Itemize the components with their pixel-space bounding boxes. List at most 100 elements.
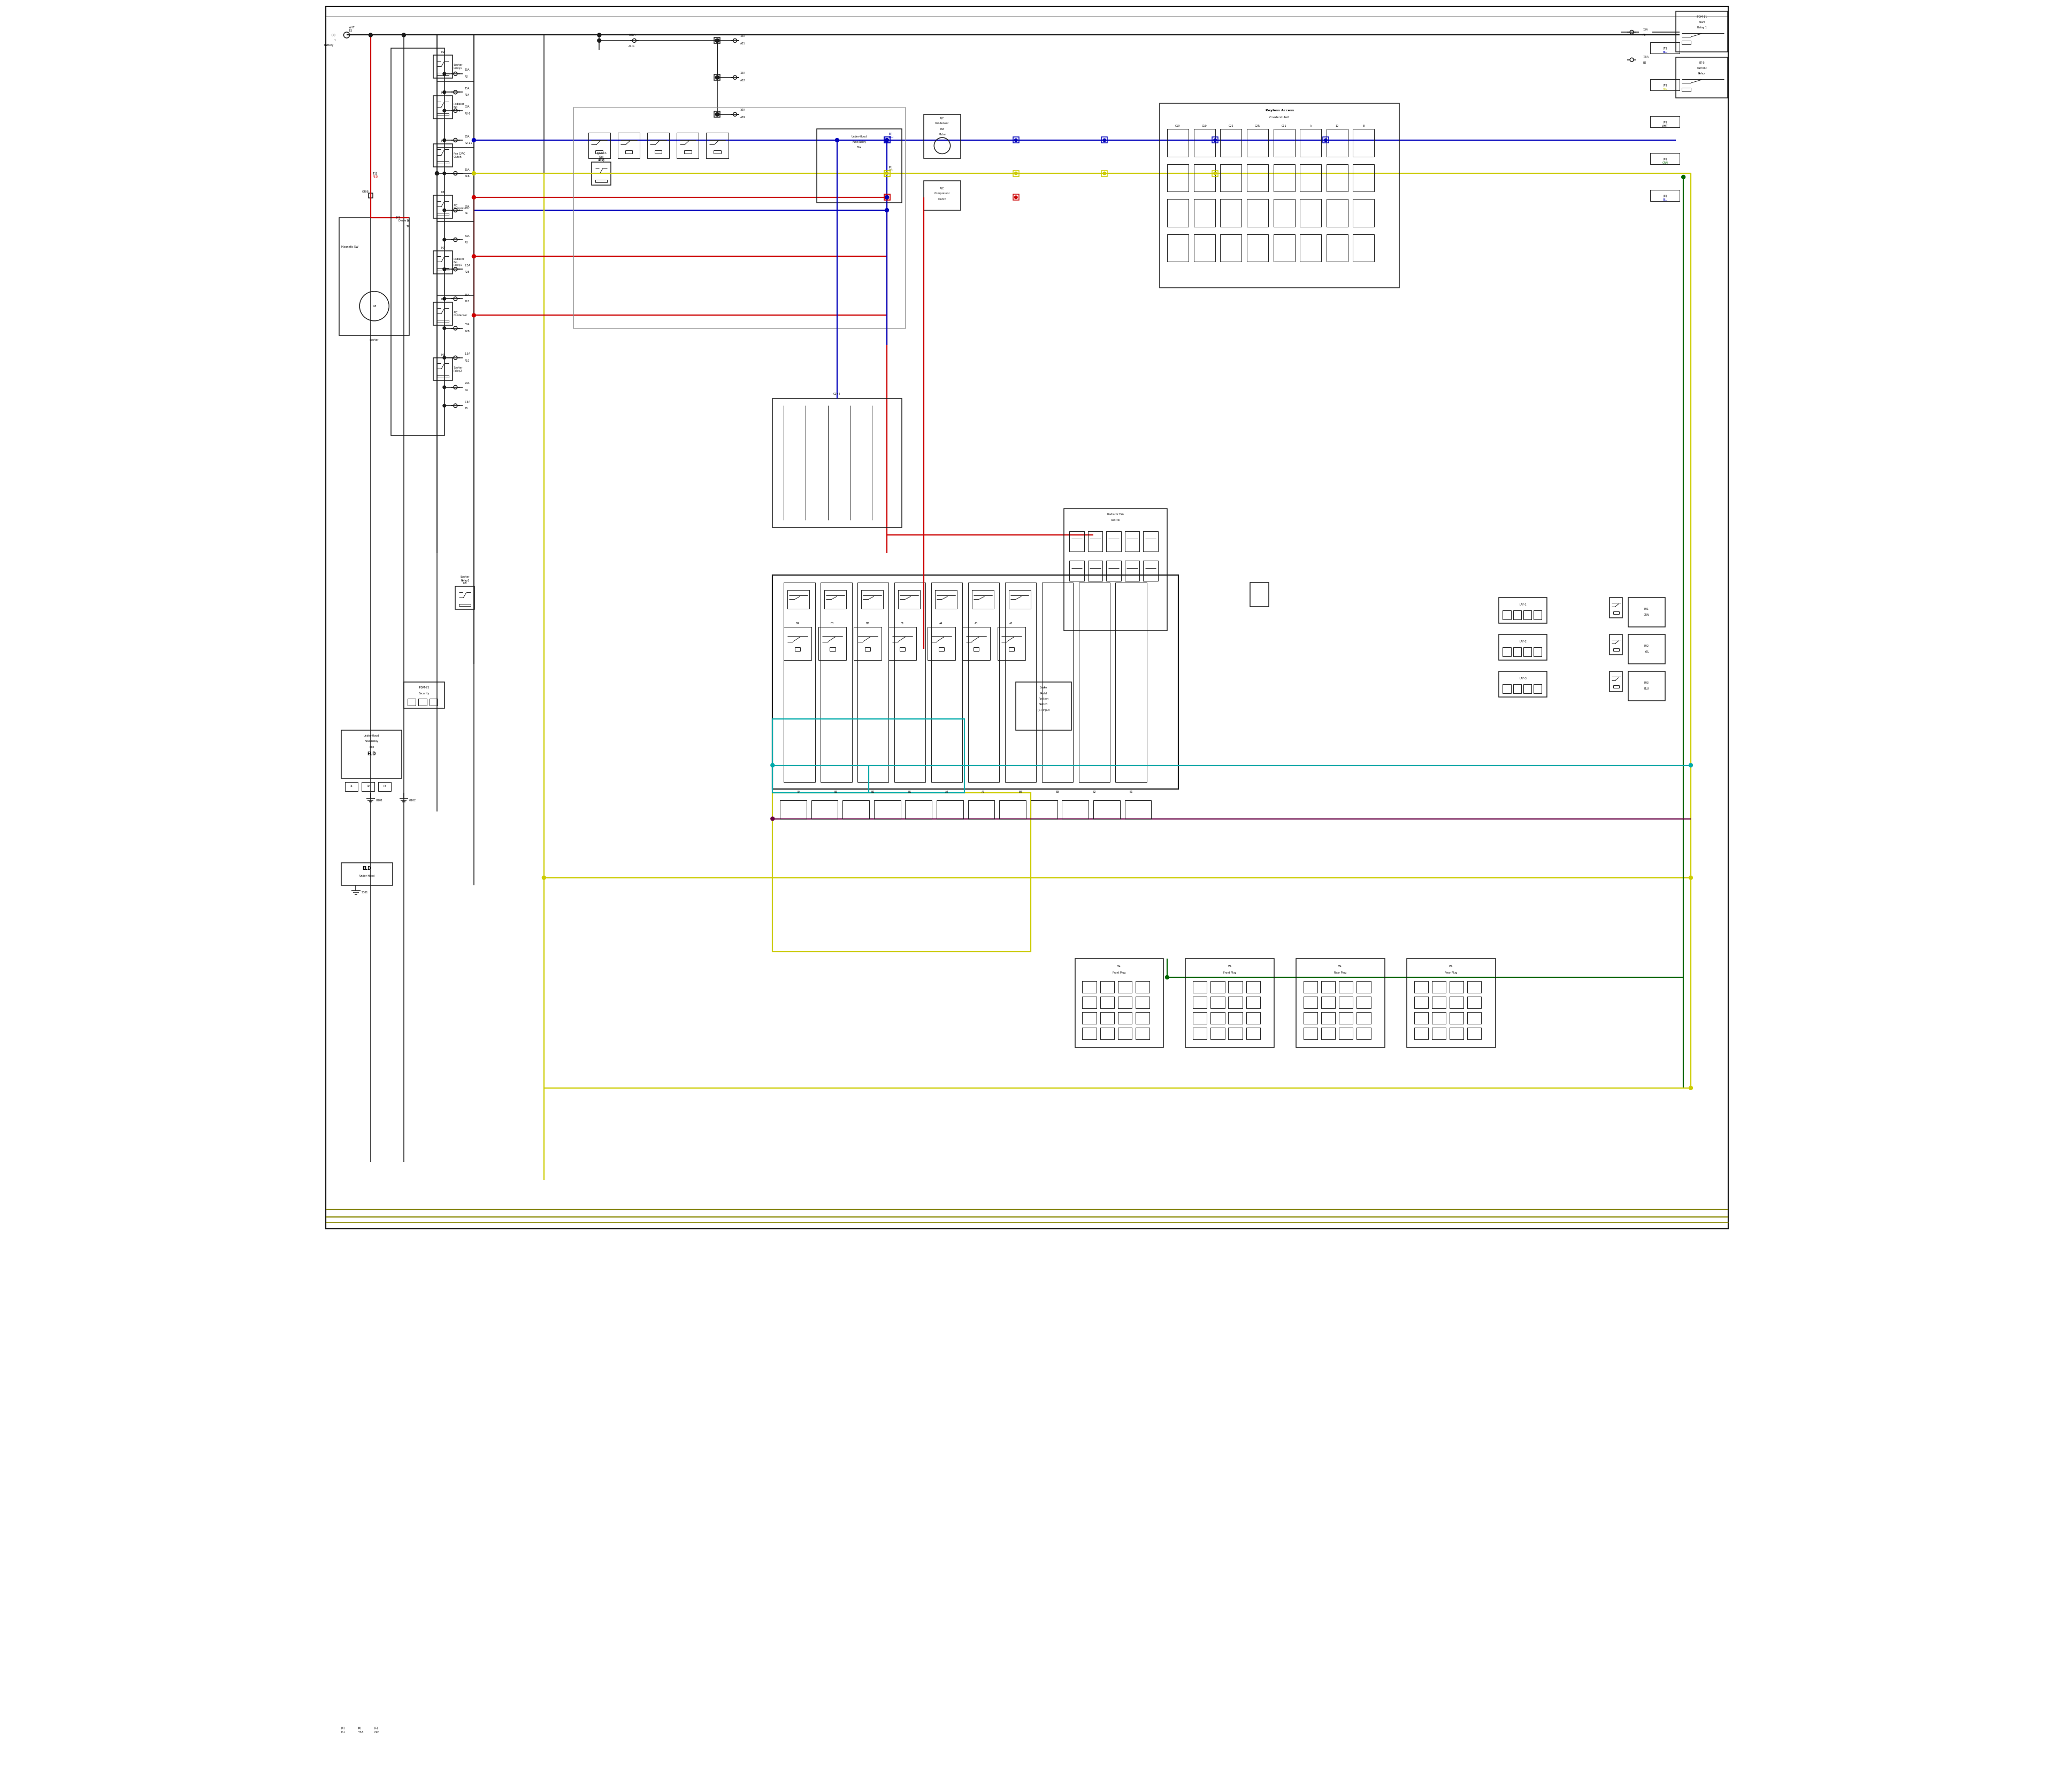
Bar xyxy=(1004,582,1035,781)
Bar xyxy=(1415,1012,1428,1023)
Bar xyxy=(967,582,1000,781)
Circle shape xyxy=(444,267,446,271)
Text: P3: P3 xyxy=(382,785,386,788)
Text: Magnetic SW: Magnetic SW xyxy=(341,246,357,249)
Text: F02: F02 xyxy=(1643,645,1649,647)
Bar xyxy=(1273,199,1294,228)
Text: (+): (+) xyxy=(331,34,335,36)
Bar xyxy=(1074,959,1163,1047)
Circle shape xyxy=(542,876,546,880)
Bar xyxy=(1247,1027,1259,1039)
Text: Condenser: Condenser xyxy=(935,122,949,125)
Bar xyxy=(378,781,390,790)
Circle shape xyxy=(715,113,719,116)
Text: A1: A1 xyxy=(464,211,468,215)
Text: Starter: Starter xyxy=(370,339,378,340)
Text: S001: S001 xyxy=(362,891,368,894)
Text: C1H-I: C1H-I xyxy=(834,392,840,396)
Text: [C]: [C] xyxy=(374,1726,378,1729)
Text: RED: RED xyxy=(372,176,378,179)
Bar xyxy=(1126,530,1140,552)
Circle shape xyxy=(885,208,889,211)
Text: [E]: [E] xyxy=(889,133,891,134)
Bar xyxy=(1327,129,1347,156)
Bar xyxy=(1126,801,1152,819)
Bar xyxy=(1629,672,1666,701)
Circle shape xyxy=(1688,763,1692,767)
Bar xyxy=(1228,980,1243,993)
Text: [B]: [B] xyxy=(357,1726,362,1729)
Bar xyxy=(1649,116,1680,127)
Text: C2R: C2R xyxy=(1255,125,1259,127)
Text: H-L: H-L xyxy=(341,1731,345,1735)
Bar xyxy=(390,48,444,435)
Bar xyxy=(1009,590,1031,609)
Bar xyxy=(1220,235,1241,262)
Bar xyxy=(1101,1012,1113,1023)
Bar xyxy=(573,108,906,328)
Bar xyxy=(433,97,452,118)
Bar xyxy=(715,111,721,116)
Text: A11: A11 xyxy=(464,360,470,362)
Bar xyxy=(1062,801,1089,819)
Bar xyxy=(1450,996,1465,1009)
Bar xyxy=(1524,611,1532,620)
Text: Clutch: Clutch xyxy=(939,197,947,201)
Bar xyxy=(405,683,444,708)
Text: M44: M44 xyxy=(598,158,604,161)
Text: A4: A4 xyxy=(945,790,949,794)
Bar xyxy=(935,590,957,609)
Circle shape xyxy=(885,195,887,199)
Text: [E]: [E] xyxy=(1664,47,1666,48)
Bar xyxy=(937,801,963,819)
Bar xyxy=(676,133,698,158)
Bar xyxy=(1649,79,1680,90)
Text: 12: 12 xyxy=(1335,125,1339,127)
Bar xyxy=(1327,165,1347,192)
Bar xyxy=(1220,165,1241,192)
Circle shape xyxy=(1165,975,1169,978)
Bar xyxy=(1504,611,1512,620)
Bar xyxy=(1144,561,1158,581)
Text: LAF-1: LAF-1 xyxy=(1520,604,1526,606)
Bar xyxy=(1534,685,1543,694)
Bar xyxy=(1649,43,1680,54)
Circle shape xyxy=(472,138,477,142)
Bar xyxy=(1514,685,1522,694)
Bar xyxy=(368,194,374,197)
Bar xyxy=(1676,11,1727,52)
Circle shape xyxy=(444,91,446,93)
Bar xyxy=(1534,611,1543,620)
Circle shape xyxy=(1214,138,1216,142)
Text: 20A: 20A xyxy=(464,382,470,385)
Text: A16: A16 xyxy=(464,176,470,177)
Text: G102: G102 xyxy=(409,799,417,801)
Bar xyxy=(1210,1027,1224,1039)
Circle shape xyxy=(403,34,405,38)
Text: A17: A17 xyxy=(464,301,470,303)
Text: B2: B2 xyxy=(871,790,875,794)
Bar xyxy=(1467,1027,1481,1039)
Text: 15A: 15A xyxy=(464,168,470,170)
Bar xyxy=(341,864,392,885)
Bar xyxy=(1078,582,1109,781)
Bar xyxy=(1115,582,1146,781)
Bar xyxy=(1432,980,1446,993)
Text: Coil: Coil xyxy=(600,156,604,158)
Text: 15A: 15A xyxy=(464,294,470,296)
Bar xyxy=(587,133,610,158)
Text: [E]: [E] xyxy=(889,165,891,168)
Circle shape xyxy=(885,195,889,199)
Text: A2: A2 xyxy=(464,75,468,79)
Bar xyxy=(820,627,846,659)
Text: Brake: Brake xyxy=(1039,686,1048,690)
Bar xyxy=(1107,561,1121,581)
Bar xyxy=(1415,996,1428,1009)
Text: Relay2: Relay2 xyxy=(460,579,470,582)
Bar xyxy=(854,627,881,659)
Bar xyxy=(1467,996,1481,1009)
Bar xyxy=(433,56,452,79)
Text: WL: WL xyxy=(1339,964,1343,968)
Text: YEL: YEL xyxy=(1643,650,1649,654)
Bar xyxy=(928,627,955,659)
